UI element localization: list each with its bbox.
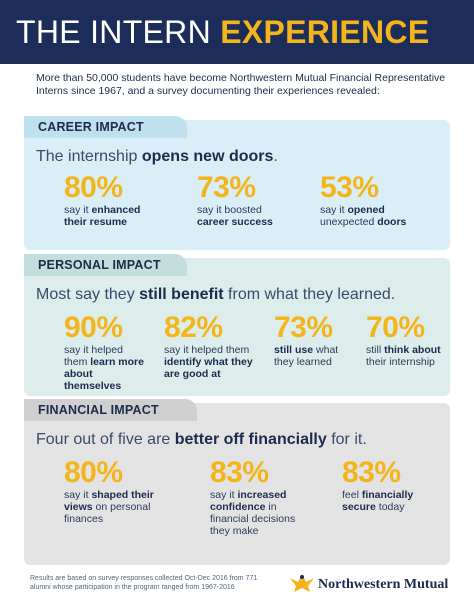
personal-stat-4: 70% still think about their internship [366,311,450,369]
stat-percent: 70% [366,311,425,344]
stat-description: still think about their internship [366,344,441,368]
stat-percent: 53% [320,171,379,204]
financial-impact-section: FINANCIAL IMPACT Four out of five are be… [24,399,450,565]
stat-percent: 73% [274,311,333,344]
stat-description: say it helped them identify what they ar… [164,344,253,380]
career-stat-1: 80% say it enhanced their resume [64,171,174,229]
career-impact-tab: CAREER IMPACT [24,116,187,138]
personal-stat-3: 73% still use what they learned [274,311,354,369]
stat-percent: 83% [210,456,269,489]
stat-description: say it shaped their views on personal fi… [64,489,154,525]
personal-stat-2: 82% say it helped them identify what the… [164,311,264,381]
page-title: THE INTERN EXPERIENCE [16,12,429,52]
financial-stat-1: 80% say it shaped their views on persona… [64,456,184,526]
stat-percent: 90% [64,311,123,344]
title-plain: THE INTERN [16,14,221,50]
header-banner: THE INTERN EXPERIENCE [0,0,474,64]
career-stat-2: 73% say it boosted career success [197,171,307,229]
intro-text: More than 50,000 students have become No… [36,72,446,97]
personal-headline: Most say they still benefit from what th… [36,286,396,303]
stat-description: say it opened unexpected doors [320,204,407,228]
stat-description: say it boosted career success [197,204,273,228]
career-impact-section: CAREER IMPACT The internship opens new d… [24,116,450,250]
stat-description: say it increased confidence in financial… [210,489,296,537]
career-headline: The internship opens new doors. [36,148,278,165]
financial-headline: Four out of five are better off financia… [36,431,367,448]
northwestern-mutual-logo: Northwestern Mutual [288,570,458,600]
eagle-icon [290,574,314,592]
financial-stat-3: 83% feel financially secure today [342,456,442,514]
survey-footnote: Results are based on survey responses co… [30,575,258,591]
personal-stat-1: 90% say it helped them learn more about … [64,311,154,393]
stat-percent: 73% [197,171,256,204]
career-stat-3: 53% say it opened unexpected doors [320,171,440,229]
stat-percent: 80% [64,456,123,489]
stat-description: say it enhanced their resume [64,204,141,228]
stat-percent: 82% [164,311,223,344]
financial-impact-tab: FINANCIAL IMPACT [24,399,197,421]
title-accent: EXPERIENCE [220,14,430,50]
stat-percent: 80% [64,171,123,204]
personal-impact-tab: PERSONAL IMPACT [24,254,187,276]
financial-stat-2: 83% say it increased confidence in finan… [210,456,330,538]
logo-text: Northwestern Mutual [318,577,449,592]
stat-percent: 83% [342,456,401,489]
personal-impact-section: PERSONAL IMPACT Most say they still bene… [24,254,450,396]
stat-description: still use what they learned [274,344,339,368]
stat-description: feel financially secure today [342,489,414,513]
stat-description: say it helped them learn more about them… [64,344,144,392]
